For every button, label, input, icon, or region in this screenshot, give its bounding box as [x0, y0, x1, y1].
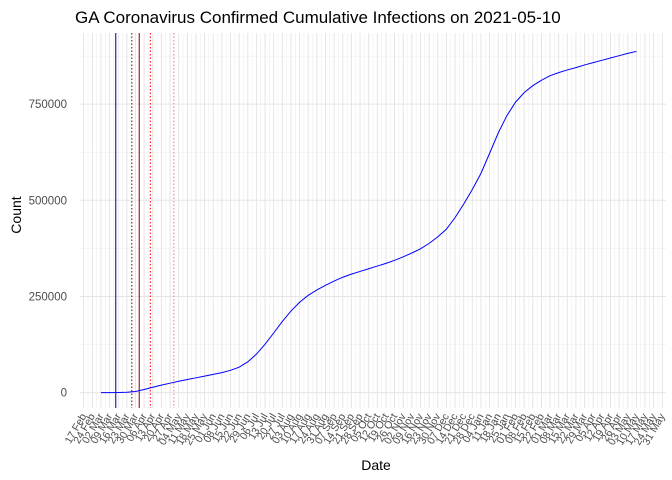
y-axis-ticks: 0 250000 500000 750000: [29, 99, 67, 399]
series-layer: [100, 50, 637, 394]
chart-title: GA Coronavirus Confirmed Cumulative Infe…: [75, 8, 561, 27]
y-tick-label: 750000: [29, 99, 67, 111]
y-tick-label: 0: [61, 388, 67, 400]
gridlines: [80, 33, 666, 408]
series-line: [100, 50, 637, 394]
y-tick-label: 500000: [29, 195, 67, 207]
reference-lines: [115, 33, 175, 408]
y-tick-label: 250000: [29, 291, 67, 303]
y-axis-title: Count: [8, 196, 24, 233]
x-axis-title: Date: [361, 457, 391, 473]
